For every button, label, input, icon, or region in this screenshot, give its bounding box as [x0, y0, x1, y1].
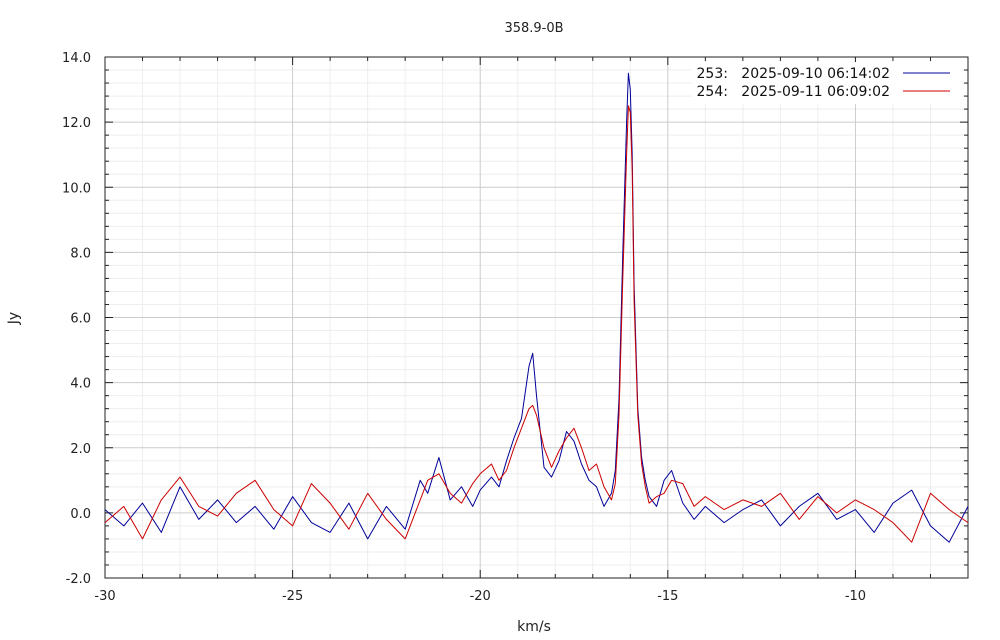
y-tick-label: 0.0 [70, 507, 91, 522]
legend-label: 254: 2025-09-11 06:09:02 [697, 84, 890, 100]
x-tick-label: -10 [845, 589, 866, 604]
legend: 253: 2025-09-10 06:14:02 254: 2025-09-11 … [697, 66, 950, 100]
x-axis-title: km/s [517, 619, 551, 635]
x-tick-label: -20 [470, 589, 491, 604]
series-1 [104, 72, 969, 543]
legend-label: 253: 2025-09-10 06:14:02 [697, 66, 890, 82]
x-tick-label: -15 [657, 589, 678, 604]
major-grid [105, 57, 968, 578]
y-tick-label: 8.0 [70, 246, 91, 261]
series-line [104, 72, 969, 543]
x-axis-ticks: -30 -25 -20 -15 -10 [94, 57, 969, 604]
y-axis-ticks: -2.0 0.0 2.0 4.0 6.0 8.0 10.0 12.0 14.0 [62, 51, 968, 587]
x-tick-label: -30 [94, 589, 115, 604]
legend-background [692, 62, 962, 104]
y-tick-label: -2.0 [66, 572, 91, 587]
series-line [104, 105, 969, 543]
series-layer [104, 72, 969, 543]
y-tick-label: 4.0 [70, 377, 91, 392]
series-2 [104, 105, 969, 543]
y-tick-label: 6.0 [70, 312, 91, 327]
y-tick-label: 10.0 [62, 181, 91, 196]
chart-title: 358.9-0B [504, 21, 563, 36]
y-axis-title: Jy [6, 312, 22, 325]
y-tick-label: 12.0 [62, 116, 91, 131]
x-tick-label: -25 [282, 589, 303, 604]
y-tick-label: 14.0 [62, 51, 91, 66]
y-tick-label: 2.0 [70, 442, 91, 457]
